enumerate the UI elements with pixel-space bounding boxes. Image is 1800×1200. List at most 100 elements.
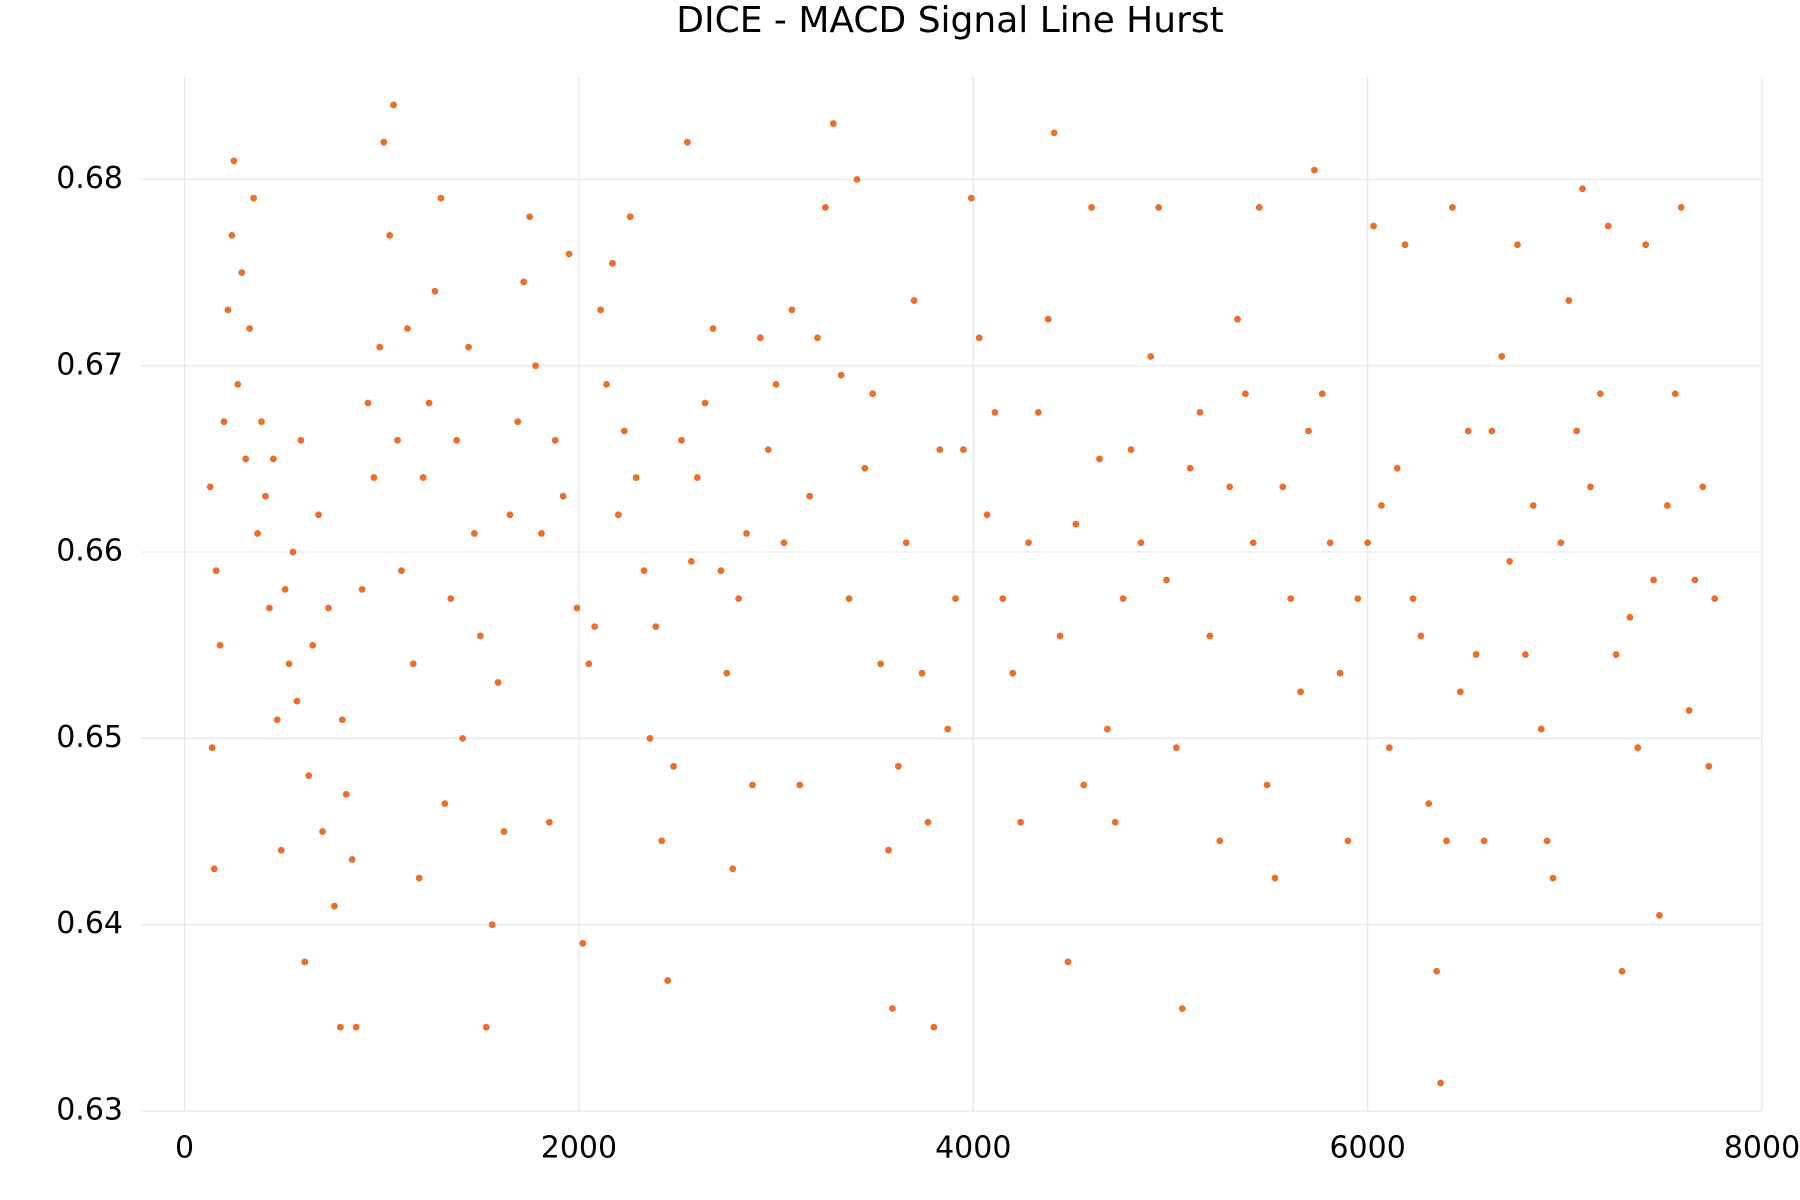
point: [1425, 800, 1433, 807]
point: [250, 194, 257, 202]
point: [293, 697, 301, 705]
x-tick-label: 0: [175, 1131, 194, 1166]
point: [338, 716, 346, 724]
point: [1549, 874, 1557, 882]
point: [902, 539, 910, 547]
point: [869, 390, 877, 398]
point: [238, 269, 246, 277]
point: [1186, 464, 1194, 472]
point: [1573, 427, 1581, 435]
point: [319, 828, 327, 835]
point: [573, 604, 581, 612]
point: [1663, 502, 1671, 509]
point: [358, 585, 366, 593]
point: [1196, 408, 1204, 416]
point: [1498, 353, 1506, 360]
point: [1311, 166, 1318, 174]
point: [1456, 688, 1464, 696]
point: [453, 436, 461, 444]
point: [545, 818, 553, 826]
point: [749, 781, 756, 789]
point: [717, 567, 725, 575]
point: [1263, 781, 1271, 789]
point: [664, 977, 672, 984]
point: [1255, 204, 1263, 211]
point: [1326, 539, 1334, 547]
point: [301, 958, 309, 966]
point: [500, 828, 508, 835]
point: [220, 418, 228, 426]
point: [1521, 651, 1529, 658]
point: [924, 818, 932, 826]
point: [806, 492, 814, 500]
point: [1409, 595, 1417, 603]
point: [1119, 595, 1127, 603]
point: [1127, 446, 1135, 454]
point: [1464, 427, 1472, 435]
point: [1642, 241, 1650, 249]
point: [1111, 818, 1119, 826]
point: [1612, 651, 1620, 658]
point: [1529, 502, 1537, 509]
point: [894, 762, 902, 770]
point: [210, 865, 218, 873]
point: [1393, 464, 1401, 472]
point: [1417, 632, 1425, 640]
point: [1401, 241, 1409, 249]
point: [398, 567, 405, 575]
point: [1287, 595, 1295, 603]
point: [1565, 297, 1573, 304]
point: [1178, 1005, 1186, 1012]
point: [764, 446, 772, 454]
point: [889, 1005, 896, 1012]
point: [1634, 744, 1642, 752]
point: [506, 511, 514, 519]
point: [723, 669, 731, 677]
point: [482, 1023, 490, 1031]
point: [352, 1023, 360, 1031]
point: [208, 744, 216, 752]
point: [532, 362, 539, 370]
point: [614, 511, 622, 519]
point: [701, 399, 709, 407]
point: [1443, 837, 1450, 845]
point: [1088, 204, 1095, 211]
point: [772, 381, 780, 388]
point: [447, 595, 455, 603]
x-tick-label: 2000: [541, 1131, 617, 1166]
point: [609, 259, 616, 267]
point: [910, 297, 918, 304]
point: [1364, 539, 1372, 547]
point: [394, 436, 401, 444]
point: [1699, 483, 1707, 491]
x-tick-label: 4000: [935, 1131, 1011, 1166]
point: [1626, 613, 1634, 621]
point: [494, 679, 502, 686]
point: [687, 557, 695, 565]
point: [315, 511, 323, 519]
point: [960, 446, 967, 454]
point: [409, 660, 417, 668]
point: [1297, 688, 1305, 696]
point: [370, 474, 378, 481]
y-tick-label: 0.67: [56, 347, 123, 382]
point: [646, 734, 654, 742]
point: [1677, 204, 1685, 211]
point: [1433, 967, 1441, 975]
point: [254, 530, 261, 537]
point: [471, 530, 478, 537]
point: [579, 939, 587, 947]
point: [936, 446, 944, 454]
point: [652, 623, 660, 631]
point: [658, 837, 666, 845]
point: [488, 921, 496, 929]
point: [1579, 185, 1586, 193]
point: [380, 138, 388, 146]
point: [206, 483, 214, 491]
point: [837, 371, 845, 379]
point: [325, 604, 332, 612]
point: [683, 138, 691, 146]
point: [1354, 595, 1362, 603]
point: [331, 902, 338, 910]
